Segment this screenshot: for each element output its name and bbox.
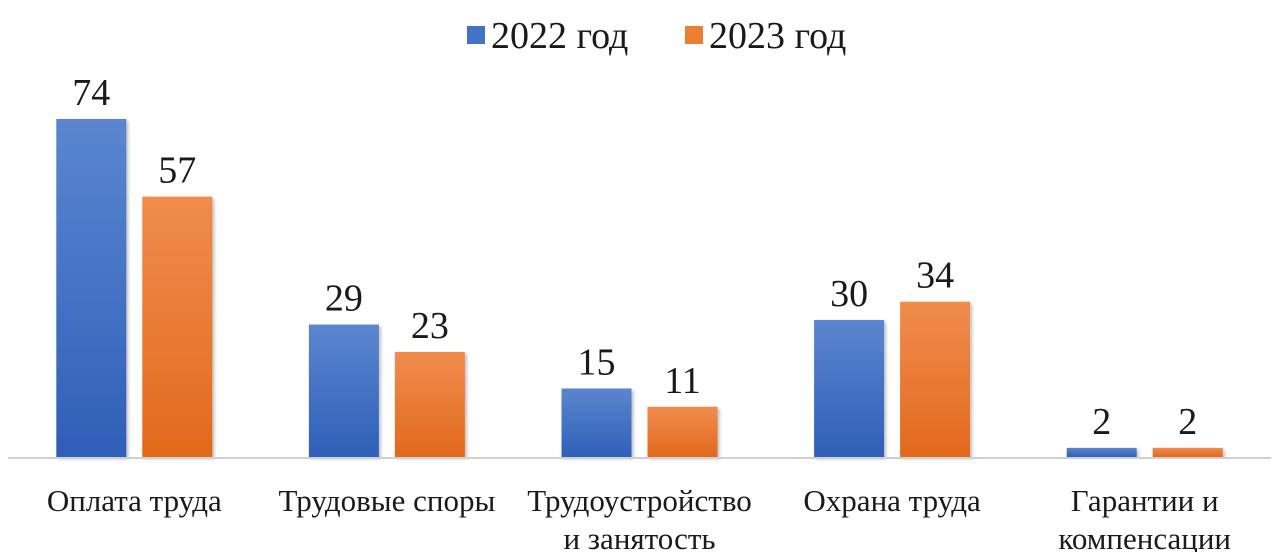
x-tick-label-3-line-1: Трудоустройство xyxy=(527,483,752,518)
bar-1-1 xyxy=(56,119,127,457)
data-label-1-2: 29 xyxy=(325,278,363,320)
legend-label-2: 2023 год xyxy=(709,15,846,57)
data-label-1-4: 30 xyxy=(830,273,868,315)
data-label-2-3: 11 xyxy=(664,360,701,402)
data-label-2-1: 57 xyxy=(158,150,196,192)
x-tick-label-1: Оплата труда xyxy=(47,483,222,518)
bar-1-3 xyxy=(561,388,632,457)
data-label-2-2: 23 xyxy=(411,305,449,347)
legend-label-1: 2022 год xyxy=(491,15,628,57)
bar-1-2 xyxy=(308,324,379,457)
bars-group xyxy=(56,119,1223,457)
bar-1-4 xyxy=(814,319,885,457)
data-label-2-4: 34 xyxy=(916,255,954,297)
bar-2-2 xyxy=(394,351,465,457)
x-tick-labels: Оплата труда Трудовые споры Трудоустройств… xyxy=(47,483,1231,552)
x-tick-label-2: Трудовые споры xyxy=(278,483,495,518)
x-tick-label-5-line-1: Гарантии и xyxy=(1071,483,1219,518)
data-label-2-5: 2 xyxy=(1178,401,1197,443)
legend: 2022 год 2023 год xyxy=(467,15,846,57)
bar-2-1 xyxy=(142,196,213,457)
data-labels-group: 74 57 29 23 15 11 30 34 2 2 xyxy=(72,72,1197,443)
data-label-1-1: 74 xyxy=(72,72,110,114)
data-label-1-5: 2 xyxy=(1092,401,1111,443)
x-tick-label-4: Охрана труда xyxy=(803,483,981,518)
bar-1-5 xyxy=(1066,447,1137,457)
x-tick-label-5-line-2: компенсации xyxy=(1058,521,1231,552)
bar-2-4 xyxy=(900,301,971,457)
legend-swatch-2 xyxy=(685,26,703,44)
data-label-1-3: 15 xyxy=(578,341,616,383)
x-tick-label-3-line-2: и занятость xyxy=(563,521,715,552)
bar-2-3 xyxy=(647,406,718,457)
bar-2-5 xyxy=(1152,447,1223,457)
legend-swatch-1 xyxy=(467,26,485,44)
